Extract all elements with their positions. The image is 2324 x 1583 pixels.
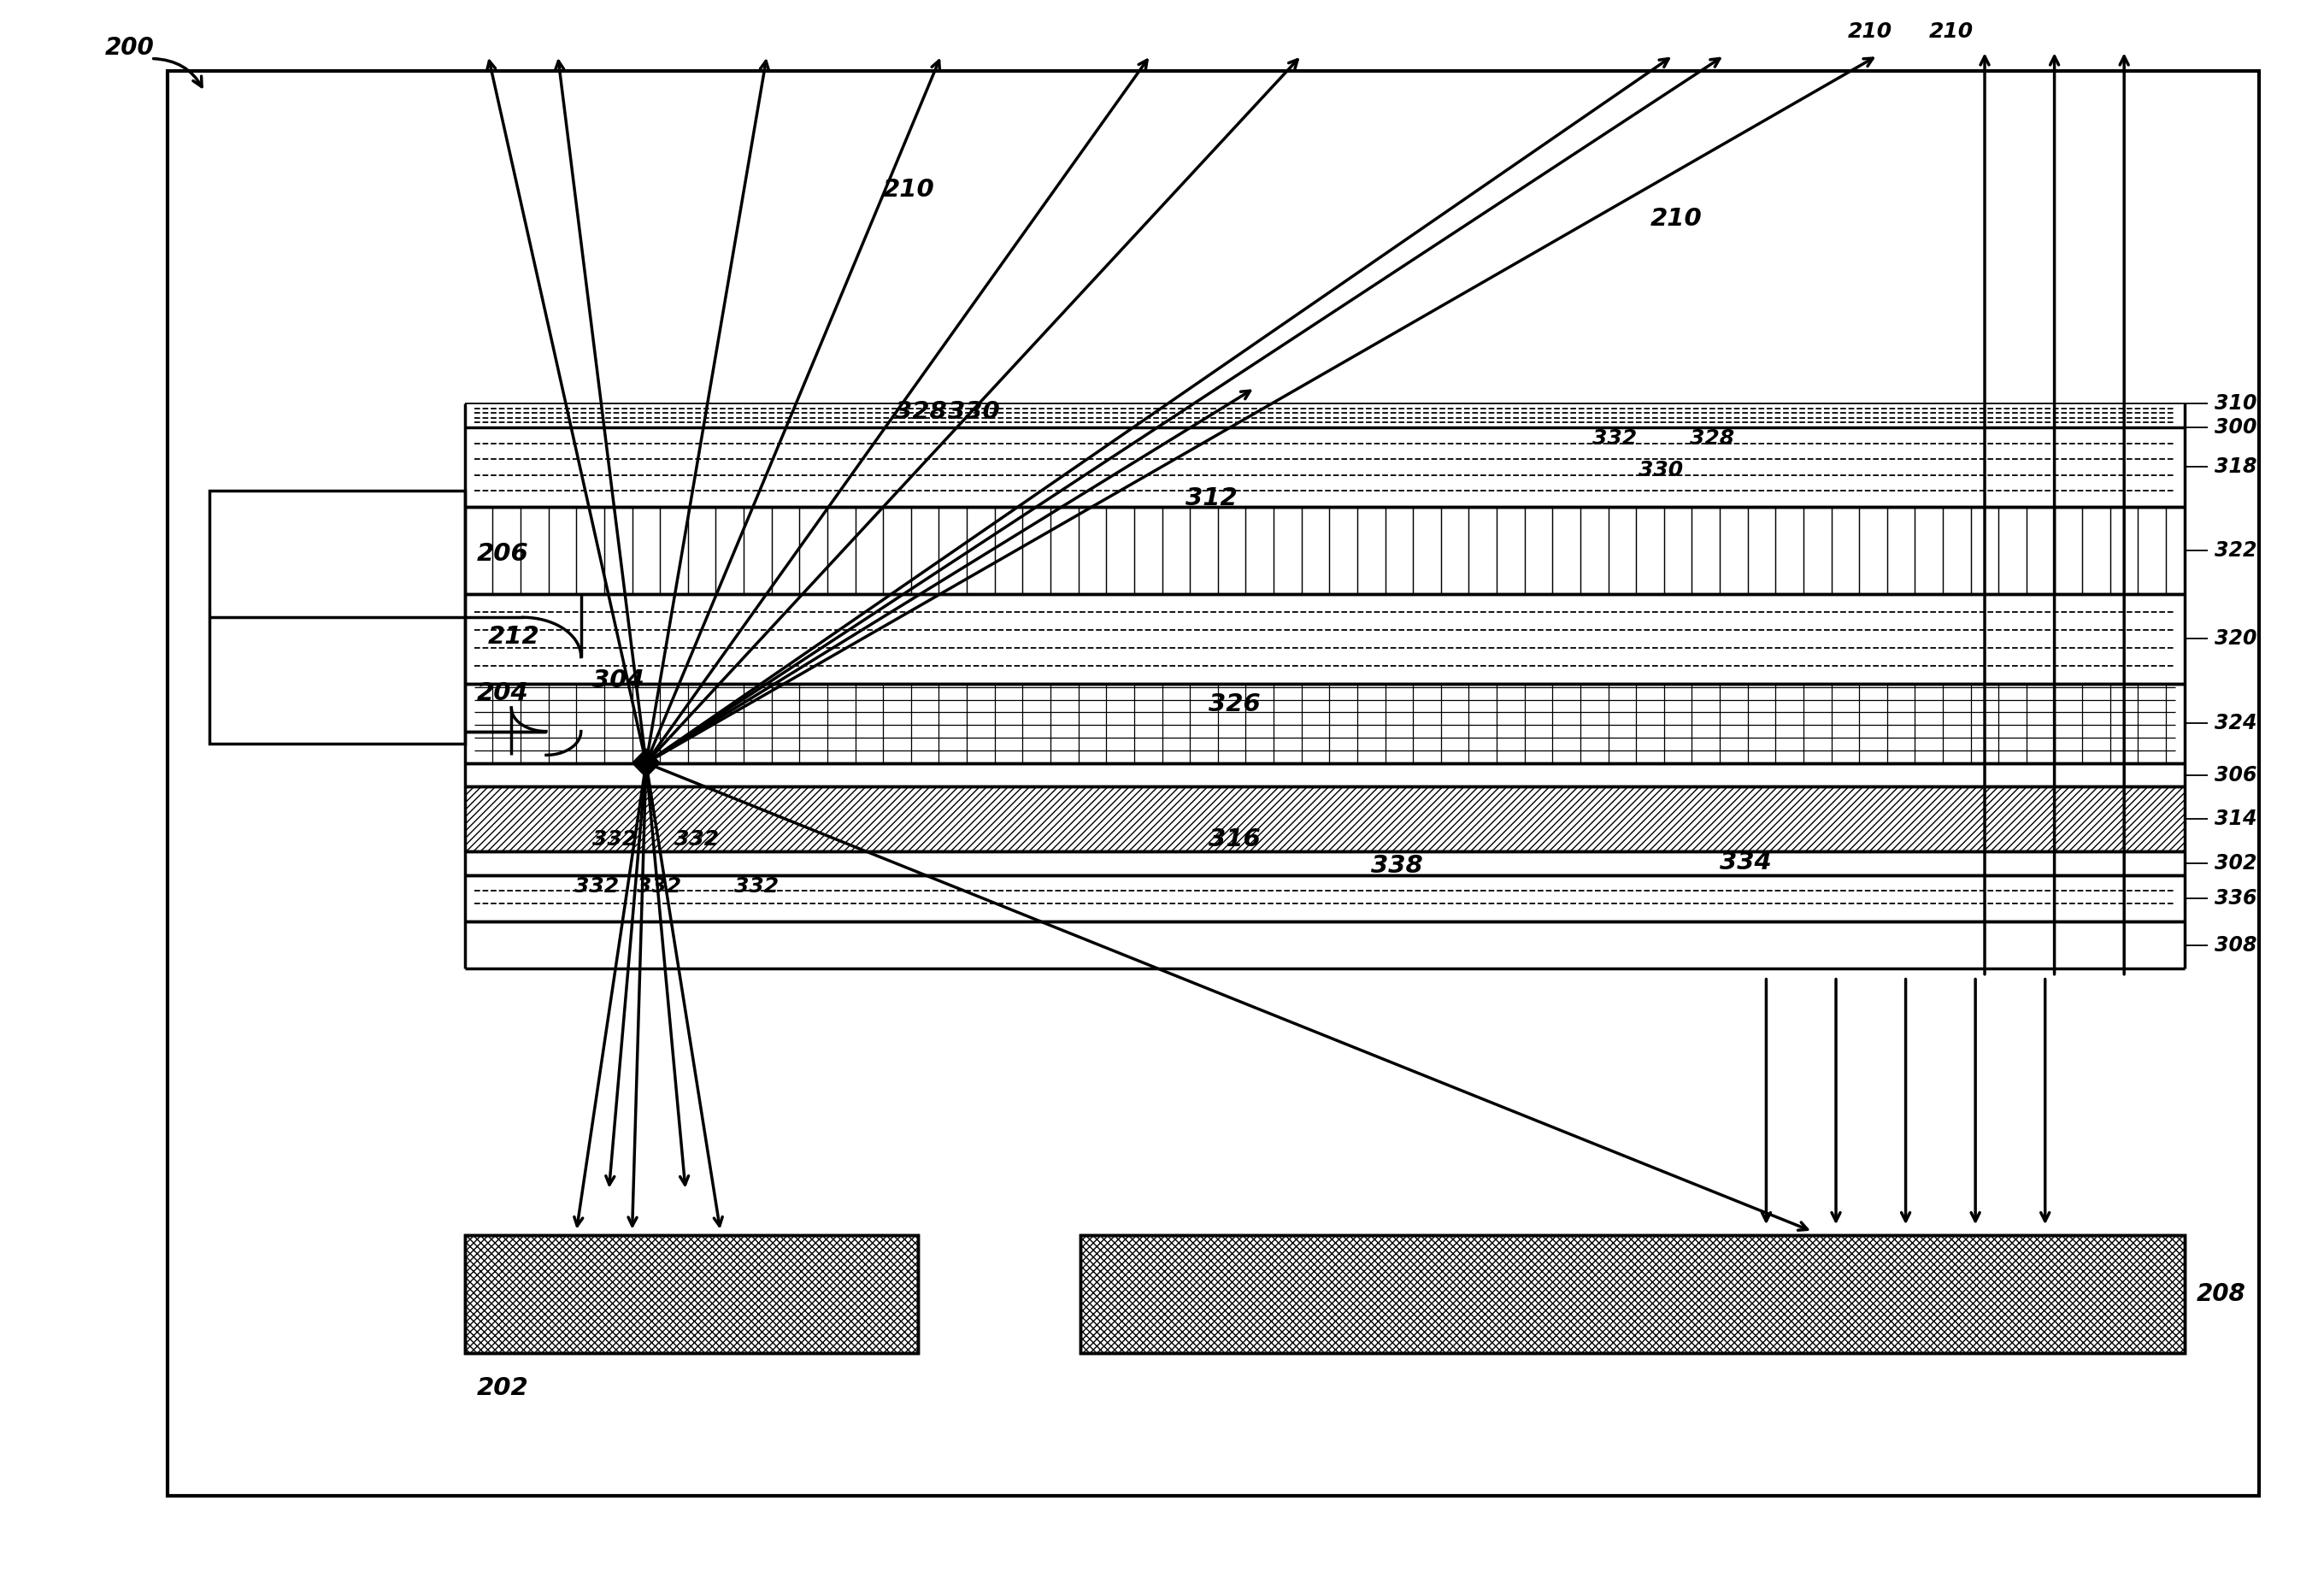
Text: 304: 304 — [593, 668, 644, 693]
Text: 332: 332 — [637, 877, 681, 896]
Bar — [465, 1235, 918, 1353]
Text: 332: 332 — [1592, 429, 1636, 448]
Text: 320: 320 — [2215, 628, 2257, 649]
Text: 324: 324 — [2215, 714, 2257, 733]
Bar — [1081, 1235, 2185, 1353]
Text: 338: 338 — [1371, 853, 1422, 879]
Text: 300: 300 — [2215, 418, 2257, 437]
Text: 318: 318 — [2215, 457, 2257, 476]
Text: 306: 306 — [2215, 765, 2257, 785]
Text: 330: 330 — [1638, 461, 1683, 480]
Text: 200: 200 — [105, 35, 153, 60]
Text: 316: 316 — [1208, 826, 1260, 852]
Text: 326: 326 — [1208, 692, 1260, 717]
Text: 210: 210 — [1929, 22, 1973, 41]
Text: 210: 210 — [883, 177, 934, 203]
Text: 332: 332 — [674, 829, 718, 848]
Bar — [465, 1235, 918, 1353]
Text: 322: 322 — [2215, 540, 2257, 560]
Text: 204: 204 — [476, 681, 528, 706]
Text: 328: 328 — [895, 399, 946, 424]
Text: 208: 208 — [2196, 1282, 2245, 1306]
Text: 332: 332 — [593, 829, 637, 848]
Bar — [465, 1235, 918, 1353]
Text: 332: 332 — [734, 877, 779, 896]
Polygon shape — [632, 749, 660, 777]
Text: 334: 334 — [1720, 850, 1771, 875]
Bar — [209, 491, 465, 744]
Text: 302: 302 — [2215, 853, 2257, 874]
Text: 332: 332 — [574, 877, 618, 896]
Text: 210: 210 — [1848, 22, 1892, 41]
Bar — [1081, 1235, 2185, 1353]
Bar — [1081, 1235, 2185, 1353]
Text: 206: 206 — [476, 541, 528, 567]
Text: 330: 330 — [948, 399, 999, 424]
Text: 336: 336 — [2215, 888, 2257, 909]
Text: 202: 202 — [476, 1376, 528, 1401]
Bar — [465, 787, 2185, 852]
Text: 308: 308 — [2215, 936, 2257, 955]
Text: 314: 314 — [2215, 809, 2257, 829]
Text: 210: 210 — [1650, 206, 1701, 231]
Text: 310: 310 — [2215, 394, 2257, 413]
Text: 328: 328 — [1690, 429, 1734, 448]
Text: 212: 212 — [488, 624, 539, 649]
Text: 312: 312 — [1185, 486, 1236, 511]
